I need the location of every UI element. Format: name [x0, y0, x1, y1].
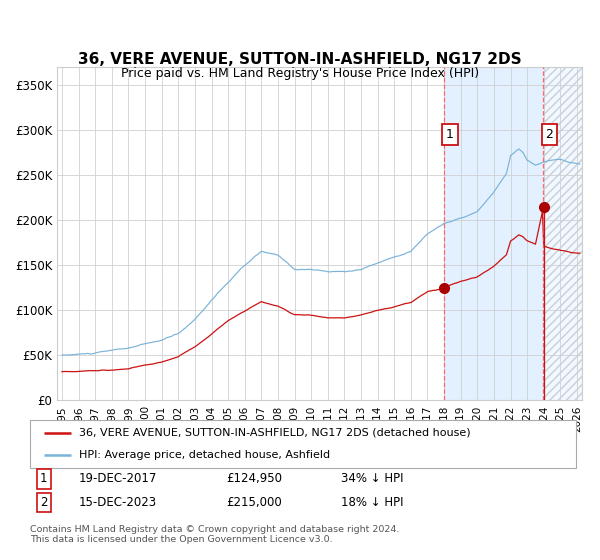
Text: 15-DEC-2023: 15-DEC-2023 [79, 496, 157, 509]
Text: Price paid vs. HM Land Registry's House Price Index (HPI): Price paid vs. HM Land Registry's House … [121, 67, 479, 81]
Text: 19-DEC-2017: 19-DEC-2017 [79, 472, 158, 486]
Text: 1: 1 [446, 128, 454, 141]
FancyBboxPatch shape [30, 420, 576, 468]
Text: 2: 2 [545, 128, 553, 141]
Text: 36, VERE AVENUE, SUTTON-IN-ASHFIELD, NG17 2DS (detached house): 36, VERE AVENUE, SUTTON-IN-ASHFIELD, NG1… [79, 428, 471, 438]
Bar [543, 67, 582, 400]
Bar [543, 67, 582, 400]
Text: 1: 1 [40, 472, 47, 486]
Text: 34% ↓ HPI: 34% ↓ HPI [341, 472, 404, 486]
Text: Contains HM Land Registry data © Crown copyright and database right 2024.: Contains HM Land Registry data © Crown c… [30, 525, 400, 534]
Text: 2: 2 [40, 496, 47, 509]
Text: 36, VERE AVENUE, SUTTON-IN-ASHFIELD, NG17 2DS: 36, VERE AVENUE, SUTTON-IN-ASHFIELD, NG1… [78, 53, 522, 67]
Bar [443, 67, 543, 400]
Text: 18% ↓ HPI: 18% ↓ HPI [341, 496, 404, 509]
Text: HPI: Average price, detached house, Ashfield: HPI: Average price, detached house, Ashf… [79, 450, 330, 460]
Text: This data is licensed under the Open Government Licence v3.0.: This data is licensed under the Open Gov… [30, 535, 332, 544]
Text: £124,950: £124,950 [227, 472, 283, 486]
Text: £215,000: £215,000 [227, 496, 283, 509]
